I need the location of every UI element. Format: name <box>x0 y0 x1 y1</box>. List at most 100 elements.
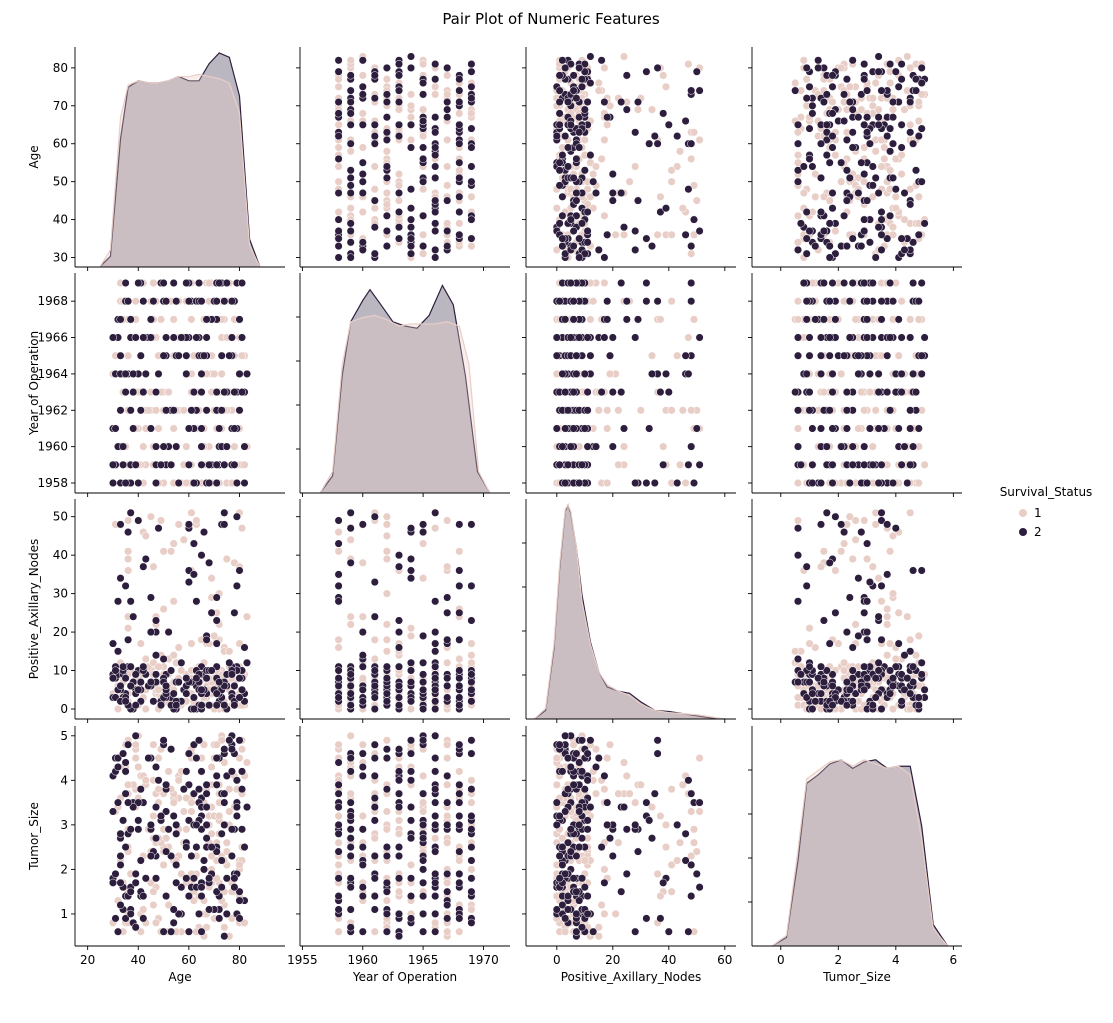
figure-title: Pair Plot of Numeric Features <box>442 10 660 28</box>
point-nodes-year-389 <box>575 478 584 488</box>
point-nodes-age-374 <box>569 242 578 251</box>
point-age-tumor-382 <box>113 927 123 936</box>
point-age-year-331 <box>116 315 125 324</box>
point-year-tumor-76 <box>455 927 464 936</box>
point-year-nodes-354 <box>443 681 452 690</box>
point-tumor-nodes-215 <box>802 562 811 571</box>
point-age-nodes-344 <box>184 520 193 529</box>
point-year-tumor-324 <box>346 905 355 914</box>
point-year-age-245 <box>455 207 464 217</box>
point-age-year-351 <box>240 442 249 451</box>
point-year-tumor-327 <box>334 847 343 856</box>
point-year-tumor-370 <box>455 780 464 789</box>
point-nodes-tumor-353 <box>566 762 575 772</box>
point-nodes-tumor-357 <box>575 807 584 816</box>
point-year-tumor-13 <box>346 789 355 798</box>
point-year-age-292 <box>382 97 391 107</box>
point-age-tumor-71 <box>222 838 231 847</box>
point-year-tumor-155 <box>394 816 404 825</box>
point-year-age-280 <box>419 242 428 251</box>
point-age-year-316 <box>121 388 130 397</box>
point-year-nodes-349 <box>406 666 416 675</box>
point-year-nodes-221 <box>346 524 355 533</box>
point-year-nodes-2 <box>382 512 391 521</box>
point-year-nodes-390 <box>346 689 355 698</box>
point-age-tumor-359 <box>159 927 168 936</box>
point-age-tumor-398 <box>126 909 135 918</box>
point-age-nodes-132 <box>136 639 145 648</box>
point-age-year-367 <box>116 406 125 415</box>
point-year-tumor-194 <box>443 878 452 887</box>
point-year-tumor-120 <box>455 856 464 865</box>
point-tumor-age-321 <box>842 166 851 175</box>
point-year-nodes-350 <box>406 524 416 533</box>
point-tumor-year-331 <box>811 315 820 324</box>
point-year-tumor-247 <box>346 834 355 843</box>
point-age-year-356 <box>227 333 236 342</box>
point-year-tumor-360 <box>346 883 355 892</box>
point-tumor-age-209 <box>848 234 857 243</box>
point-nodes-age-389 <box>575 234 584 243</box>
point-age-nodes-313 <box>212 639 221 648</box>
point-year-tumor-382 <box>431 927 440 936</box>
point-year-age-242 <box>358 82 367 91</box>
point-age-nodes-388 <box>169 689 178 698</box>
point-year-tumor-236 <box>394 851 404 861</box>
point-age-nodes-302 <box>113 647 123 656</box>
point-nodes-year-116 <box>589 297 598 306</box>
point-year-nodes-272 <box>419 704 428 714</box>
y-tick-label: 10 <box>53 664 68 678</box>
point-age-nodes-346 <box>177 658 186 667</box>
point-age-tumor-342 <box>111 869 120 878</box>
point-tumor-year-361 <box>848 460 857 469</box>
point-nodes-age-313 <box>600 97 609 107</box>
point-tumor-age-241 <box>865 238 874 247</box>
point-year-age-332 <box>455 158 464 167</box>
point-year-tumor-97 <box>419 807 428 816</box>
point-age-year-24 <box>139 442 148 451</box>
point-year-tumor-375 <box>467 918 476 927</box>
point-age-tumor-391 <box>199 856 209 865</box>
point-year-age-380 <box>419 154 428 163</box>
point-tumor-year-157 <box>793 424 803 433</box>
point-year-tumor-311 <box>334 780 343 789</box>
point-nodes-tumor-73 <box>653 869 662 878</box>
y-tick-label: 50 <box>53 175 68 189</box>
point-year-tumor-361 <box>346 843 355 852</box>
point-nodes-age-377 <box>555 181 564 190</box>
point-tumor-age-119 <box>891 154 900 163</box>
point-age-year-191 <box>240 460 249 469</box>
point-age-year-345 <box>197 297 206 306</box>
point-tumor-year-116 <box>897 297 906 306</box>
point-tumor-age-349 <box>802 249 811 258</box>
point-year-tumor-212 <box>431 798 440 807</box>
point-nodes-age-376 <box>591 188 601 198</box>
point-age-tumor-276 <box>162 892 171 901</box>
point-age-year-381 <box>235 315 244 324</box>
point-tumor-age-386 <box>828 109 837 118</box>
point-nodes-age-260 <box>558 151 567 160</box>
point-age-nodes-361 <box>207 666 216 675</box>
point-nodes-year-379 <box>583 442 592 451</box>
point-nodes-age-360 <box>555 71 564 80</box>
point-year-age-290 <box>358 158 367 167</box>
point-year-nodes-215 <box>394 562 404 571</box>
point-year-age-287 <box>394 71 404 80</box>
point-tumor-nodes-255 <box>816 689 826 698</box>
point-nodes-year-368 <box>566 333 575 342</box>
point-tumor-nodes-366 <box>796 670 805 679</box>
point-nodes-tumor-231 <box>589 927 598 936</box>
point-tumor-nodes-89 <box>906 508 915 517</box>
point-nodes-age-387 <box>695 86 704 95</box>
point-age-year-364 <box>182 278 191 288</box>
point-nodes-tumor-364 <box>575 843 584 852</box>
point-year-tumor-124 <box>334 811 343 821</box>
point-age-year-328 <box>151 388 161 397</box>
point-age-nodes-332 <box>172 701 181 710</box>
point-tumor-age-191 <box>799 56 808 65</box>
point-age-nodes-204 <box>240 643 249 652</box>
point-nodes-year-87 <box>600 278 609 288</box>
point-year-age-318 <box>431 143 440 152</box>
point-year-age-198 <box>455 166 464 175</box>
